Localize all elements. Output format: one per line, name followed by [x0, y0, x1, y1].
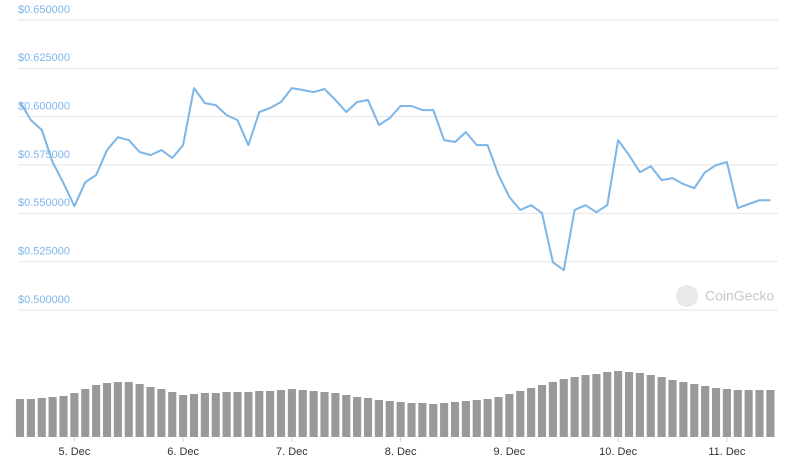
- volume-bar: [48, 397, 57, 437]
- y-tick-label: $0.550000: [18, 197, 70, 209]
- volume-bar: [37, 398, 46, 437]
- volume-bar: [276, 390, 286, 437]
- y-tick-label: $0.575000: [18, 149, 70, 161]
- x-tick-label: 10. Dec: [599, 446, 637, 458]
- volume-bar: [342, 395, 351, 437]
- volume-bar: [701, 386, 710, 437]
- watermark-logo: [676, 285, 698, 307]
- y-tick-label: $0.500000: [18, 294, 70, 306]
- volume-bar: [26, 399, 35, 437]
- volume-bar: [711, 388, 721, 437]
- volume-bar: [374, 400, 383, 437]
- volume-bar: [570, 377, 579, 437]
- volume-bar: [385, 401, 394, 437]
- volume-bar: [766, 390, 775, 437]
- volume-bar: [135, 384, 144, 437]
- volume-bar: [440, 403, 449, 437]
- volume-bar: [581, 375, 590, 437]
- x-tick-label: 6. Dec: [167, 446, 199, 458]
- x-tick-label: 9. Dec: [493, 446, 525, 458]
- volume-bar: [755, 390, 764, 437]
- volume-bar: [603, 372, 612, 437]
- volume-bar: [527, 388, 536, 437]
- volume-bar: [179, 395, 188, 437]
- watermark: CoinGecko: [676, 285, 774, 307]
- volume-bar: [168, 392, 177, 437]
- volume-bar: [548, 382, 557, 437]
- x-tick-label: 5. Dec: [58, 446, 90, 458]
- volume-bar: [59, 396, 68, 437]
- volume-bar: [320, 392, 329, 437]
- volume-bar: [309, 391, 318, 437]
- volume-bar: [407, 403, 416, 437]
- volume-bar: [614, 371, 623, 437]
- y-tick-label: $0.525000: [18, 246, 70, 258]
- x-tick-label: 11. Dec: [708, 446, 746, 458]
- volume-bar: [363, 398, 373, 437]
- volume-bar: [635, 373, 644, 437]
- volume-bar: [81, 389, 90, 437]
- volume-bar: [70, 393, 79, 437]
- volume-bar: [92, 385, 101, 437]
- volume-bar: [244, 392, 253, 437]
- volume-bar: [200, 393, 209, 437]
- volume-bar: [331, 393, 340, 437]
- volume-bar: [113, 382, 122, 437]
- volume-bar: [255, 391, 264, 437]
- volume-bar: [668, 380, 677, 437]
- volume-bar: [15, 399, 25, 437]
- price-line: [19, 87, 771, 272]
- y-tick-label: $0.650000: [18, 4, 70, 16]
- volume-bar: [646, 375, 655, 437]
- volume-bar: [657, 377, 666, 437]
- volume-bar: [537, 385, 547, 437]
- volume-bar: [516, 391, 525, 437]
- volume-bar: [559, 379, 568, 437]
- volume-bar: [157, 389, 166, 437]
- volume-bar: [744, 390, 753, 437]
- volume-bar: [146, 387, 155, 437]
- x-tick-label: 8. Dec: [385, 446, 417, 458]
- volume-bar: [450, 402, 460, 437]
- volume-bar: [461, 401, 470, 437]
- volume-bar: [189, 394, 199, 437]
- volume-bar: [472, 400, 481, 437]
- volume-bar: [624, 372, 634, 437]
- volume-bar: [418, 403, 427, 437]
- volume-bar: [353, 397, 362, 437]
- volume-bar: [233, 392, 242, 437]
- x-tick-label: 7. Dec: [276, 446, 308, 458]
- volume-bar: [505, 394, 514, 437]
- y-tick-label: $0.600000: [18, 101, 70, 113]
- volume-bar: [690, 384, 699, 437]
- watermark-text: CoinGecko: [705, 288, 774, 304]
- volume-bar: [222, 392, 231, 437]
- volume-bar: [679, 382, 688, 437]
- y-tick-label: $0.625000: [18, 52, 70, 64]
- volume-bar: [429, 404, 438, 437]
- volume-bar: [124, 382, 133, 437]
- volume-bar: [102, 383, 112, 437]
- volume-bar: [396, 402, 405, 437]
- volume-bar: [722, 389, 731, 437]
- volume-bar: [298, 390, 307, 437]
- volume-bar: [211, 393, 220, 437]
- volume-bar: [494, 397, 503, 437]
- volume-bar: [592, 374, 601, 437]
- volume-bar: [287, 389, 296, 437]
- volume-bar: [483, 399, 492, 437]
- volume-bar: [733, 390, 742, 437]
- volume-bar: [266, 391, 275, 437]
